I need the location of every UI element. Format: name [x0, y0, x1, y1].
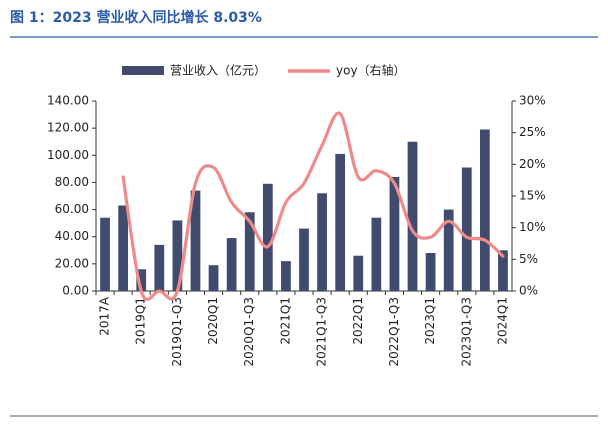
y2-tick-label: 30%	[519, 94, 546, 108]
y-tick-label: 140.00	[47, 94, 89, 108]
bar	[371, 217, 382, 291]
y-tick-label: 40.00	[55, 229, 89, 243]
bar	[498, 250, 508, 291]
x-tick-label: 2022Q1	[351, 297, 365, 345]
y2-tick-label: 25%	[519, 125, 546, 139]
x-tick-label: 2019Q1-Q3	[170, 297, 184, 366]
bar	[226, 238, 237, 291]
bar	[479, 129, 490, 291]
y-tick-label: 60.00	[55, 202, 89, 216]
bar	[208, 265, 219, 291]
x-tick-label: 2022Q1-Q3	[387, 297, 401, 366]
x-tick-label: 2023Q1-Q3	[459, 297, 473, 366]
bar	[299, 228, 309, 291]
y2-tick-label: 15%	[519, 189, 546, 203]
y2-tick-label: 5%	[519, 252, 538, 266]
line	[121, 111, 505, 301]
y-tick-label: 80.00	[55, 175, 89, 189]
bar	[244, 212, 255, 291]
legend-swatch	[122, 66, 164, 75]
bar	[118, 205, 129, 291]
bar	[389, 177, 400, 291]
bar	[335, 153, 346, 291]
y2-tick-label: 20%	[519, 157, 546, 171]
bar	[443, 209, 454, 291]
legend-label: 营业收入（亿元）	[170, 63, 266, 78]
x-tick-label: 2020Q1	[206, 297, 220, 345]
y2-tick-label: 10%	[519, 220, 546, 234]
y-tick-label: 120.00	[47, 121, 89, 135]
bar	[154, 244, 165, 291]
x-tick-label: 2021Q1	[278, 297, 292, 345]
chart-title: 图 1：2023 营业收入同比增长 8.03%	[10, 9, 262, 26]
bar	[425, 253, 436, 291]
bar	[262, 183, 273, 291]
bar	[281, 261, 291, 291]
x-tick-label: 2020Q1-Q3	[242, 297, 256, 366]
x-tick-label: 2017A	[98, 296, 112, 336]
bar	[172, 220, 183, 291]
bar	[461, 167, 472, 291]
bar	[353, 255, 364, 291]
bar	[317, 193, 327, 291]
y-tick-label: 0.00	[62, 284, 89, 298]
bar	[407, 141, 418, 291]
bar	[100, 217, 110, 291]
x-tick-label: 2019Q1	[134, 297, 148, 345]
y2-tick-label: 0%	[519, 284, 538, 298]
x-tick-label: 2024Q1	[495, 297, 509, 345]
y-tick-label: 20.00	[55, 256, 89, 270]
bar	[190, 190, 201, 291]
legend-label: yoy（右轴）	[336, 63, 406, 78]
x-tick-label: 2023Q1	[423, 297, 437, 345]
y-tick-label: 100.00	[47, 148, 89, 162]
bar	[136, 269, 147, 291]
x-tick-label: 2021Q1-Q3	[315, 297, 329, 366]
